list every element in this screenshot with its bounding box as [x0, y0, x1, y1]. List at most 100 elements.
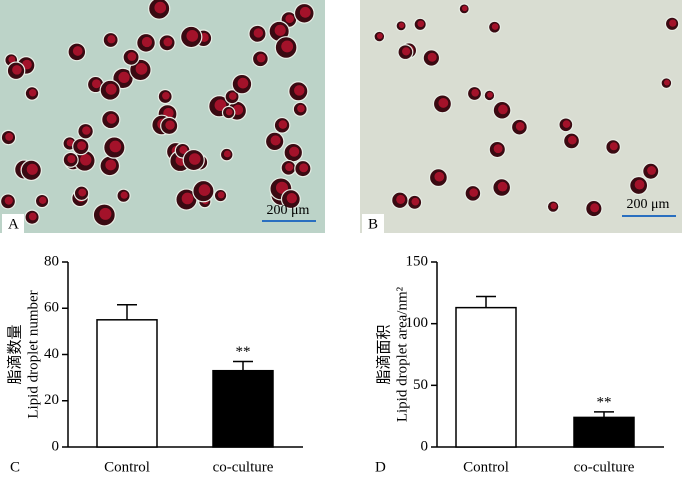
- y-axis-label: Lipid droplet number: [25, 290, 41, 418]
- cell-core: [107, 35, 116, 44]
- cell-core: [118, 71, 130, 84]
- cell-core: [402, 47, 411, 56]
- cell-core: [105, 159, 117, 171]
- cell-core: [590, 203, 600, 213]
- significance: **: [597, 394, 612, 410]
- x-tick-label: co-culture: [574, 459, 635, 475]
- cell-core: [647, 166, 657, 175]
- cell-core: [109, 140, 122, 153]
- y-axis-label: Lipid droplet area/nm²: [394, 286, 410, 422]
- x-tick-label: Control: [463, 459, 509, 475]
- y-tick-label: 150: [406, 253, 429, 269]
- cell-core: [120, 191, 128, 199]
- cell-core: [411, 197, 420, 206]
- cell-core: [497, 181, 508, 192]
- cell-core: [396, 194, 406, 204]
- cell-core: [162, 91, 170, 100]
- cell-core: [491, 23, 499, 30]
- cell-core: [22, 59, 32, 70]
- cell-core: [39, 196, 47, 204]
- y-tick-label: 60: [44, 300, 59, 316]
- y-tick-label: 40: [44, 346, 59, 362]
- cell-core: [225, 108, 233, 116]
- cell-core: [186, 30, 199, 42]
- x-tick-label: co-culture: [213, 459, 274, 475]
- cell-core: [417, 20, 425, 28]
- cell-core: [562, 120, 571, 128]
- y-tick-label: 80: [44, 253, 59, 269]
- y-tick-label: 0: [52, 438, 60, 454]
- cell-core: [12, 65, 22, 75]
- bar: [573, 416, 635, 448]
- cell-core: [498, 104, 508, 115]
- cell-core: [434, 171, 445, 182]
- cell-core: [5, 132, 14, 141]
- y-axis-label: 脂滴数量: [5, 324, 23, 384]
- cell-core: [179, 145, 188, 154]
- cell-core: [78, 188, 87, 197]
- cell-core: [294, 85, 305, 96]
- cell-core: [297, 104, 305, 113]
- scale-label: 200 μm: [627, 197, 670, 212]
- cell-core: [72, 46, 83, 56]
- cell-core: [274, 24, 286, 36]
- cell-core: [634, 179, 645, 190]
- cell-core: [278, 120, 288, 129]
- cell-core: [99, 207, 112, 220]
- cell-core: [4, 196, 13, 205]
- panel-label: D: [375, 459, 386, 475]
- bar: [96, 319, 158, 448]
- cell-core: [299, 163, 309, 173]
- cell-core: [550, 202, 557, 210]
- cell-core: [289, 146, 300, 157]
- cell-core: [135, 62, 148, 75]
- cell-core: [285, 14, 294, 24]
- cell-core: [228, 92, 237, 100]
- cell-core: [127, 52, 137, 61]
- cell-core: [141, 36, 153, 48]
- y-axis-label: 脂滴面积: [374, 324, 392, 384]
- bar: [212, 369, 274, 448]
- cell-core: [376, 33, 383, 39]
- cell-core: [281, 40, 294, 53]
- cell-core: [285, 163, 294, 172]
- cell-core: [189, 153, 201, 165]
- cell-core: [8, 55, 16, 64]
- cell-core: [80, 154, 92, 166]
- cell-core: [217, 191, 225, 199]
- cell-core: [471, 88, 480, 97]
- micrograph-b: [360, 0, 682, 233]
- cell-core: [515, 122, 525, 131]
- panel-label: A: [8, 216, 19, 232]
- cell-core: [275, 181, 289, 194]
- cell-core: [487, 92, 493, 98]
- cell-core: [154, 1, 167, 14]
- y-tick-label: 20: [44, 392, 59, 408]
- panel-label-box: [2, 214, 24, 233]
- cell-core: [163, 37, 173, 47]
- panel-label-box: [362, 214, 384, 233]
- y-tick-label: 50: [413, 377, 428, 393]
- cell-core: [106, 113, 117, 124]
- cell-core: [286, 192, 297, 204]
- cell-core: [66, 139, 74, 147]
- cell-core: [28, 89, 37, 97]
- cell-core: [67, 154, 76, 164]
- y-tick-label: 100: [406, 315, 429, 331]
- panel-label: B: [368, 216, 378, 232]
- cell-core: [237, 77, 249, 89]
- scale-label: 200 μm: [267, 203, 310, 218]
- cell-core: [427, 52, 437, 62]
- cell-core: [669, 19, 677, 27]
- cell-core: [663, 79, 670, 86]
- cell-core: [198, 184, 211, 196]
- cell-core: [105, 83, 117, 95]
- cell-core: [438, 98, 449, 108]
- cell-core: [28, 212, 37, 221]
- cell-core: [91, 79, 101, 89]
- cell-core: [214, 99, 227, 112]
- cell-core: [256, 53, 266, 63]
- cell-core: [82, 126, 91, 135]
- cell-core: [270, 135, 281, 146]
